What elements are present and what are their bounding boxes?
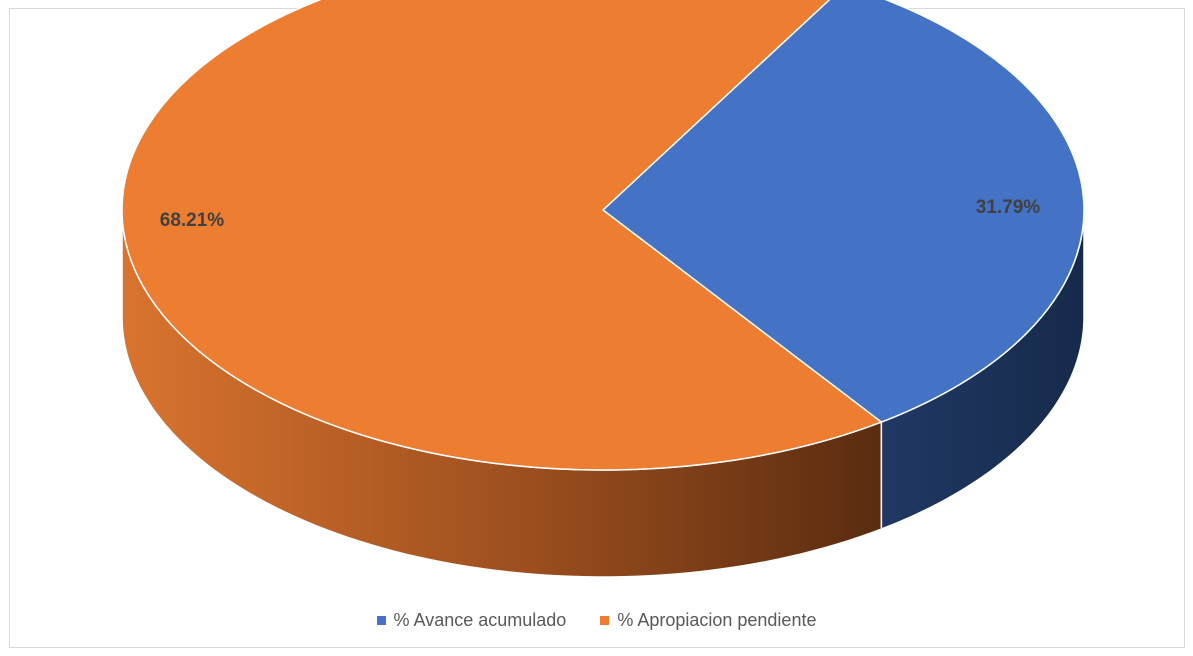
chart-legend: % Avance acumulado % Apropiacion pendien… xyxy=(0,610,1193,631)
pie-slice-avance xyxy=(601,0,1085,423)
pie-slice-apropiacion xyxy=(121,0,883,471)
legend-label-apropiacion: % Apropiacion pendiente xyxy=(617,610,817,630)
pie-tops xyxy=(121,0,1085,471)
legend-swatch-avance xyxy=(376,616,386,625)
pie-chart-3d: 31.79% 68.21% xyxy=(121,0,1085,578)
data-label-avance: 31.79% xyxy=(976,197,1041,218)
legend-swatch-apropiacion xyxy=(600,616,610,625)
pie-data-labels: 31.79% 68.21% xyxy=(160,197,1041,231)
data-label-apropiacion: 68.21% xyxy=(160,210,225,231)
legend-item-avance: % Avance acumulado xyxy=(376,610,567,631)
legend-label-avance: % Avance acumulado xyxy=(393,610,567,630)
legend-item-apropiacion: % Apropiacion pendiente xyxy=(600,610,816,631)
